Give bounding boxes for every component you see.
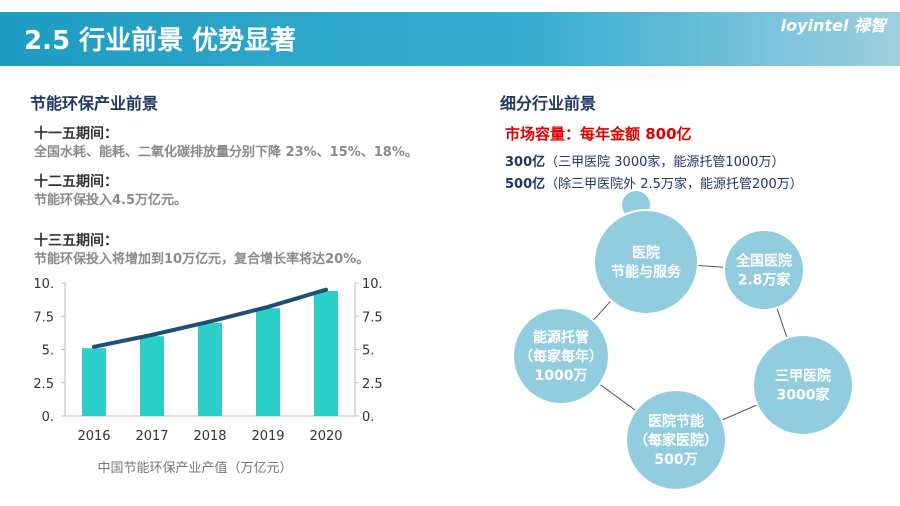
y2-tick-label: 2.5 (362, 377, 383, 392)
node-label: 500万 (654, 452, 697, 468)
chart-caption: 中国节能环保产业产值（万亿元） (97, 460, 292, 476)
headline: 市场容量：每年金额 800亿 (505, 125, 692, 143)
x-tick-label: 2019 (251, 429, 284, 444)
slide-title: 2.5 行业前景 优势显著 (24, 26, 297, 56)
bar (256, 308, 280, 416)
item: 300亿（三甲医院 3000家，能源托管1000万） (505, 151, 784, 170)
node-label: 节能与服务 (611, 264, 682, 281)
period-text: 节能环保投入将增加到10万亿元，复合增长率将达20%。 (34, 252, 370, 267)
line (92, 287, 328, 349)
bar (198, 322, 222, 416)
node-label: 2.8万家 (738, 272, 792, 289)
item: 500亿（除三甲医院外 2.5万家，能源托管200万） (505, 173, 803, 192)
period-text: 全国水耗、能耗、二氧化碳排放量分别下降 23%、15%、18%。 (34, 145, 418, 160)
logo: loyintel 禄智 (780, 16, 886, 35)
node-label: 1000万 (535, 368, 588, 384)
node-label: （每家医院） (634, 432, 718, 449)
item-note: （三甲医院 3000家，能源托管1000万） (545, 155, 785, 170)
section-title: 细分行业前景 (500, 94, 597, 113)
node (723, 229, 805, 311)
node-label: 医院节能 (648, 413, 704, 430)
item-note: （除三甲医院外 2.5万家，能源托管200万） (545, 177, 803, 192)
period-text: 节能环保投入4.5万亿元。 (34, 193, 188, 208)
node-label: 医院 (632, 245, 660, 262)
y-tick-label: 7.5 (33, 310, 54, 325)
node-label: 三甲医院 (775, 368, 831, 385)
node-label: 3000家 (777, 387, 831, 404)
period-heading: 十二五期间： (34, 174, 118, 190)
node (512, 307, 610, 405)
period-heading: 十一五期间： (34, 126, 118, 142)
y-tick-label: 2.5 (33, 377, 54, 392)
x-tick-label: 2020 (309, 429, 342, 444)
bar (82, 348, 106, 416)
x-tick-label: 2018 (193, 429, 226, 444)
y2-tick-label: 0. (362, 410, 374, 425)
y2-tick-label: 10. (362, 277, 383, 292)
node (625, 389, 727, 491)
y-tick-label: 10. (33, 277, 54, 292)
y2-tick-label: 7.5 (362, 310, 383, 325)
node (752, 334, 854, 436)
item-strong: 300亿 (505, 155, 546, 170)
bar (314, 290, 338, 416)
y-tick-label: 5. (42, 344, 54, 359)
x-tick-label: 2017 (135, 429, 168, 444)
node-label: 全国医院 (735, 253, 792, 270)
section-title: 节能环保产业前景 (30, 94, 159, 113)
header-bar (0, 12, 900, 66)
x-tick-label: 2016 (77, 429, 110, 444)
node-label: 能源托管 (533, 329, 589, 346)
node-label: （每家每年） (519, 348, 603, 365)
item-strong: 500亿 (505, 177, 546, 192)
node (593, 209, 699, 315)
y2-tick-label: 5. (362, 344, 374, 359)
period-heading: 十三五期间： (34, 233, 118, 249)
y-tick-label: 0. (42, 410, 54, 425)
bar (140, 336, 164, 416)
